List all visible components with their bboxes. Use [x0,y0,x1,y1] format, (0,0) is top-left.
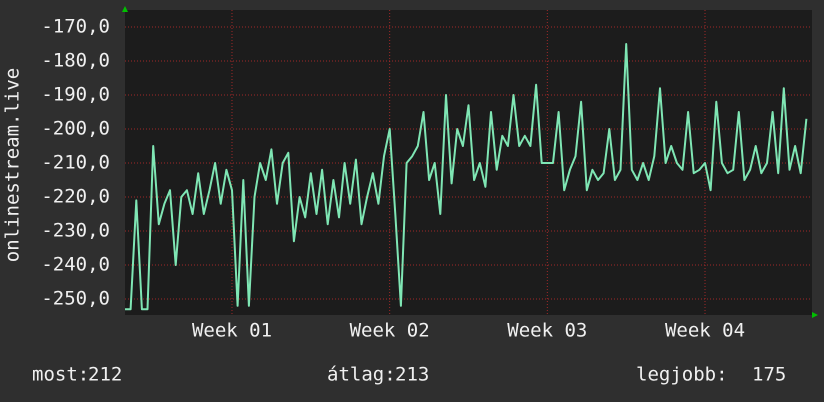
stat-value: 175 [752,364,786,386]
stats: most: 212 átlag: 213 legjobb: 175 [32,364,786,386]
y-tick-label: -200,0 [41,118,110,140]
plot-area [125,10,812,315]
y-tick-label: -220,0 [41,186,110,208]
y-tick-label: -230,0 [41,220,110,242]
stat-label: most: [32,364,89,386]
data-line [125,43,808,311]
y-tick-label: -170,0 [41,16,110,38]
y-axis-label: onlinestream.live [2,68,24,262]
axis-arrow [812,312,818,318]
y-tick-label: -180,0 [41,50,110,72]
stat-value: 213 [395,364,429,386]
axis-arrow [122,6,128,12]
stat-value: 212 [88,364,122,386]
stat-label: átlag: [327,364,396,386]
x-tick-label: Week 03 [507,320,587,342]
x-tick-label: Week 04 [665,320,745,342]
y-tick-label: -190,0 [41,84,110,106]
y-tick-label: -250,0 [41,288,110,310]
x-tick-label: Week 02 [350,320,430,342]
y-tick-label: -240,0 [41,254,110,276]
y-tick-label: -210,0 [41,152,110,174]
stat-label: legjobb: [636,364,728,386]
x-tick-label: Week 01 [192,320,272,342]
